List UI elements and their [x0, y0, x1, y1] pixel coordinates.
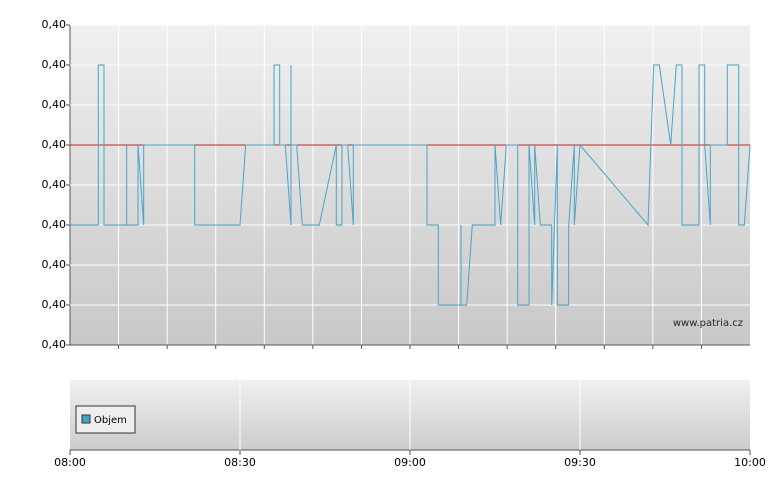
y-tick-label: 0,40 [42, 178, 67, 191]
x-tick-label: 08:00 [54, 456, 86, 469]
x-tick-label: 09:30 [564, 456, 596, 469]
legend-swatch [81, 414, 91, 424]
y-tick-label: 0,40 [42, 18, 67, 31]
watermark: www.patria.cz [673, 318, 743, 329]
y-tick-label: 0,40 [42, 218, 67, 231]
y-tick-label: 0,40 [42, 338, 67, 351]
legend-label: Objem [94, 415, 127, 426]
price-line [70, 64, 751, 306]
x-tick-label: 10:00 [734, 456, 766, 469]
y-tick-label: 0,40 [42, 98, 67, 111]
x-tick-label: 09:00 [394, 456, 426, 469]
y-tick-label: 0,40 [42, 58, 67, 71]
y-tick-label: 0,40 [42, 298, 67, 311]
y-tick-label: 0,40 [42, 138, 67, 151]
x-tick-label: 08:30 [224, 456, 256, 469]
y-tick-label: 0,40 [42, 258, 67, 271]
